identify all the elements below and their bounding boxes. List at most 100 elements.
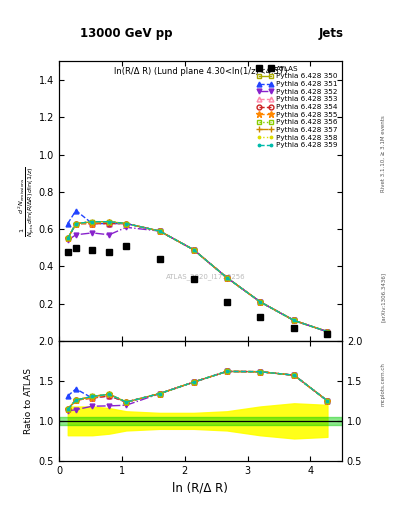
Pythia 6.428 358 (292, 317, 296, 324)
Pythia 6.428 350 (191, 247, 196, 253)
Pythia 6.428 351 (124, 221, 129, 227)
Text: mcplots.cern.ch: mcplots.cern.ch (381, 362, 386, 406)
Pythia 6.428 351 (90, 221, 95, 227)
Pythia 6.428 358 (224, 274, 229, 281)
Text: [arXiv:1306.3436]: [arXiv:1306.3436] (381, 272, 386, 322)
Pythia 6.428 351 (65, 221, 70, 227)
Pythia 6.428 355 (191, 247, 196, 253)
Text: 13000 GeV pp: 13000 GeV pp (79, 27, 172, 40)
Pythia 6.428 356 (107, 219, 112, 225)
Pythia 6.428 358 (73, 221, 78, 227)
Pythia 6.428 350 (90, 219, 95, 225)
Pythia 6.428 353 (124, 221, 129, 227)
Pythia 6.428 350 (73, 221, 78, 227)
ATLAS (107, 248, 112, 254)
Pythia 6.428 359 (73, 221, 78, 227)
Pythia 6.428 354 (325, 329, 330, 335)
Pythia 6.428 359 (325, 329, 330, 335)
Pythia 6.428 353 (157, 228, 162, 234)
Pythia 6.428 357 (258, 299, 263, 305)
Pythia 6.428 350 (258, 299, 263, 305)
Pythia 6.428 358 (90, 219, 95, 225)
Pythia 6.428 359 (258, 299, 263, 305)
Pythia 6.428 355 (107, 219, 112, 225)
Pythia 6.428 354 (65, 236, 70, 242)
Pythia 6.428 356 (124, 221, 129, 227)
Line: Pythia 6.428 356: Pythia 6.428 356 (65, 219, 330, 334)
Pythia 6.428 358 (258, 299, 263, 305)
ATLAS (65, 248, 70, 254)
ATLAS (73, 245, 78, 251)
Pythia 6.428 358 (65, 236, 70, 242)
Pythia 6.428 350 (325, 329, 330, 335)
Pythia 6.428 353 (224, 274, 229, 281)
Pythia 6.428 350 (292, 317, 296, 324)
Pythia 6.428 351 (157, 228, 162, 234)
Pythia 6.428 357 (90, 219, 95, 225)
Pythia 6.428 354 (292, 317, 296, 324)
Pythia 6.428 350 (157, 228, 162, 234)
Pythia 6.428 355 (124, 221, 129, 227)
Pythia 6.428 353 (258, 299, 263, 305)
X-axis label: ln (R/Δ R): ln (R/Δ R) (173, 481, 228, 494)
Pythia 6.428 351 (224, 274, 229, 281)
Bar (59, 417, 342, 425)
Pythia 6.428 357 (325, 329, 330, 335)
ATLAS (258, 314, 263, 320)
Pythia 6.428 350 (65, 236, 70, 242)
Pythia 6.428 359 (90, 219, 95, 225)
Pythia 6.428 355 (325, 329, 330, 335)
Pythia 6.428 352 (191, 247, 196, 253)
Text: ln(R/Δ R) (Lund plane 4.30<ln(1/z)<4.57): ln(R/Δ R) (Lund plane 4.30<ln(1/z)<4.57) (114, 67, 287, 76)
Pythia 6.428 352 (325, 329, 330, 335)
Pythia 6.428 354 (258, 299, 263, 305)
Pythia 6.428 357 (191, 247, 196, 253)
Pythia 6.428 359 (65, 236, 70, 242)
Legend: ATLAS, Pythia 6.428 350, Pythia 6.428 351, Pythia 6.428 352, Pythia 6.428 353, P: ATLAS, Pythia 6.428 350, Pythia 6.428 35… (257, 65, 338, 149)
Pythia 6.428 354 (73, 221, 78, 227)
Text: Rivet 3.1.10, ≥ 3.1M events: Rivet 3.1.10, ≥ 3.1M events (381, 115, 386, 192)
Pythia 6.428 359 (157, 228, 162, 234)
Pythia 6.428 353 (65, 236, 70, 242)
Pythia 6.428 359 (107, 219, 112, 225)
Pythia 6.428 353 (292, 317, 296, 324)
Pythia 6.428 356 (191, 247, 196, 253)
Pythia 6.428 356 (65, 236, 70, 242)
Pythia 6.428 354 (124, 221, 129, 227)
Text: Jets: Jets (319, 27, 344, 40)
ATLAS (325, 330, 330, 336)
Line: ATLAS: ATLAS (64, 243, 331, 337)
Pythia 6.428 357 (157, 228, 162, 234)
Pythia 6.428 352 (224, 274, 229, 281)
Pythia 6.428 352 (65, 237, 70, 243)
Pythia 6.428 355 (157, 228, 162, 234)
Pythia 6.428 355 (73, 221, 78, 227)
Line: Pythia 6.428 359: Pythia 6.428 359 (65, 219, 330, 334)
Text: ATLAS_2020_I1790256: ATLAS_2020_I1790256 (166, 273, 246, 280)
Pythia 6.428 355 (292, 317, 296, 324)
Pythia 6.428 353 (90, 221, 95, 227)
Pythia 6.428 351 (325, 329, 330, 335)
Pythia 6.428 356 (224, 274, 229, 281)
Pythia 6.428 359 (224, 274, 229, 281)
Pythia 6.428 351 (107, 221, 112, 227)
Pythia 6.428 351 (292, 317, 296, 324)
Pythia 6.428 357 (292, 317, 296, 324)
Y-axis label: Ratio to ATLAS: Ratio to ATLAS (24, 368, 33, 434)
Pythia 6.428 352 (157, 228, 162, 234)
Line: Pythia 6.428 355: Pythia 6.428 355 (64, 219, 331, 335)
Pythia 6.428 354 (157, 228, 162, 234)
Pythia 6.428 358 (157, 228, 162, 234)
Pythia 6.428 359 (191, 247, 196, 253)
Pythia 6.428 353 (191, 247, 196, 253)
Pythia 6.428 355 (224, 274, 229, 281)
Pythia 6.428 354 (191, 247, 196, 253)
Pythia 6.428 351 (73, 207, 78, 214)
ATLAS (191, 276, 196, 283)
Pythia 6.428 359 (124, 221, 129, 227)
Pythia 6.428 357 (224, 274, 229, 281)
Line: Pythia 6.428 353: Pythia 6.428 353 (65, 221, 330, 334)
Line: Pythia 6.428 354: Pythia 6.428 354 (65, 221, 330, 334)
Pythia 6.428 353 (107, 221, 112, 227)
Pythia 6.428 353 (73, 221, 78, 227)
